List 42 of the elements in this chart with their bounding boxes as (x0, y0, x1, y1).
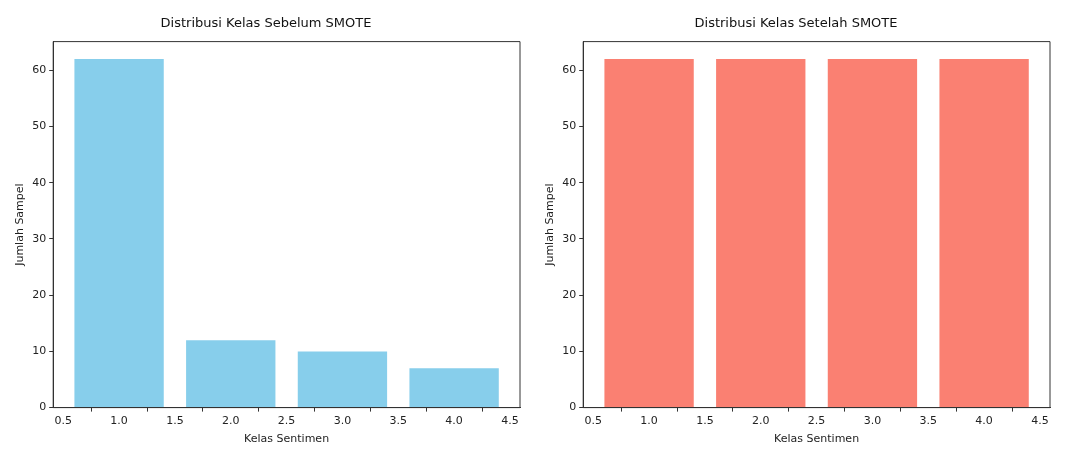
y-axis-title: Jumlah Sampel (543, 183, 557, 267)
y-tick-label: 30 (562, 231, 577, 245)
y-axis-title: Jumlah Sampel (13, 183, 27, 267)
y-tick-label: 40 (32, 175, 47, 189)
bar (186, 340, 276, 408)
x-tick-label: 2.0 (752, 414, 770, 428)
chart-title: Distribusi Kelas Sebelum SMOTE (160, 15, 372, 31)
y-tick-label: 10 (32, 344, 47, 358)
y-tick-label: 10 (562, 344, 577, 358)
x-tick-label: 1.5 (166, 414, 184, 428)
x-axis-title: Kelas Sentimen (774, 432, 860, 446)
y-tick-label: 40 (562, 175, 577, 189)
x-tick-label: 4.5 (1031, 414, 1049, 428)
chart-title: Distribusi Kelas Setelah SMOTE (694, 15, 898, 31)
y-tick-label: 60 (562, 63, 577, 77)
x-tick-label: 2.0 (222, 414, 240, 428)
bar (409, 368, 499, 408)
x-tick-label: 4.0 (975, 414, 993, 428)
y-tick-label: 0 (569, 400, 577, 414)
x-tick-label: 2.5 (807, 414, 826, 428)
bar (74, 59, 164, 408)
x-tick-label: 1.0 (110, 414, 128, 428)
y-tick-label: 50 (32, 119, 47, 133)
x-tick-label: 2.5 (277, 414, 296, 428)
x-tick-label: 0.5 (584, 414, 602, 428)
x-tick-label: 1.0 (640, 414, 658, 428)
x-tick-label: 3.5 (389, 414, 408, 428)
x-tick-label: 0.5 (54, 414, 72, 428)
x-tick-label: 3.5 (919, 414, 938, 428)
y-tick-label: 50 (562, 119, 577, 133)
x-tick-label: 3.0 (333, 414, 352, 428)
y-tick-label: 0 (39, 400, 47, 414)
x-tick-label: 1.5 (696, 414, 714, 428)
y-tick-label: 30 (32, 231, 47, 245)
bar (297, 351, 388, 408)
y-tick-label: 60 (32, 63, 47, 77)
y-tick-label: 20 (32, 288, 47, 302)
y-tick-label: 20 (562, 288, 577, 302)
x-tick-label: 4.0 (445, 414, 463, 428)
x-tick-label: 3.0 (863, 414, 882, 428)
x-axis-title: Kelas Sentimen (244, 432, 330, 446)
x-tick-label: 4.5 (501, 414, 519, 428)
